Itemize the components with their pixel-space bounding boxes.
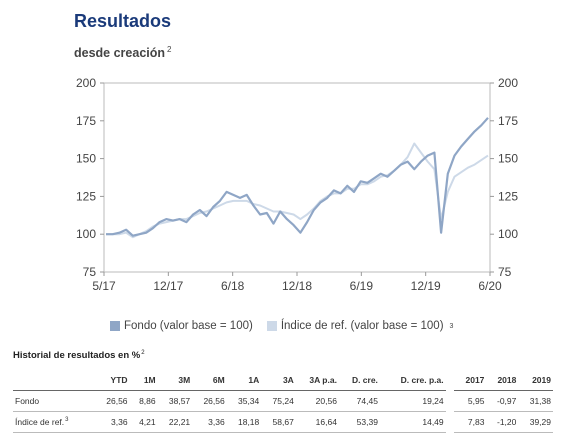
history-header-cell: 3M (178, 375, 191, 385)
y-axis-right: 75 100 125 150 175 200 (490, 76, 518, 279)
x-tick-label: 12/17 (153, 279, 183, 293)
table-cell: 26,56 (192, 390, 227, 412)
table-cell: 31,38 (518, 390, 553, 412)
y-axis-left: 75 100 125 150 175 200 (76, 76, 104, 279)
table-cell: 75,24 (261, 390, 296, 412)
x-tick-label: 6/18 (221, 279, 245, 293)
chart-legend: Fondo (valor base = 100) Índice de ref. … (110, 320, 453, 332)
table-cell: 19,24 (379, 390, 450, 412)
table-cell: 39,29 (518, 411, 553, 433)
table-cell: 7,83 (445, 411, 487, 433)
chart-frame (103, 82, 491, 273)
table-cell: 4,21 (129, 411, 158, 433)
table-row: Índice de ref.3 3,36 4,21 22,21 3,36 18,… (13, 411, 553, 433)
chart-series (106, 117, 489, 239)
x-tick-label: 12/18 (282, 279, 312, 293)
y-tick-label-left: 100 (76, 227, 96, 241)
y-tick-label-left: 175 (76, 114, 96, 128)
series-line-fondo (106, 117, 489, 237)
row-label: Fondo (13, 390, 95, 412)
table-cell: 26,56 (95, 390, 130, 412)
table-cell: 3,36 (192, 411, 227, 433)
legend-label-fondo: Fondo (valor base = 100) (124, 320, 253, 332)
table-cell: 5,95 (445, 390, 487, 412)
x-tick-label: 5/17 (92, 279, 116, 293)
table-cell: 20,56 (295, 390, 339, 412)
history-header-cell: 1M (143, 375, 156, 385)
history-header-cell: 2017 (445, 370, 487, 391)
y-tick-label-left: 125 (76, 189, 96, 203)
y-tick-label-left: 200 (76, 76, 96, 90)
history-header-blank (13, 370, 95, 391)
y-tick-label-left: 75 (83, 265, 97, 279)
history-header-cell: 6M (212, 375, 225, 385)
plot-border (103, 82, 491, 273)
x-tick-label: 6/19 (350, 279, 374, 293)
table-cell: -1,20 (486, 411, 519, 433)
y-tick-label-right: 175 (498, 114, 518, 128)
history-header-cell: YTD (110, 375, 128, 385)
legend-swatch-fondo (110, 321, 120, 331)
history-header-cell: 2019 (532, 375, 551, 385)
chart-subtitle-note: 2 (167, 45, 172, 54)
history-header-cell: 3A (282, 375, 294, 385)
chart-subtitle: desde creación 2 (74, 45, 171, 60)
table-cell: -0,97 (486, 390, 519, 412)
row-label-text: Fondo (15, 396, 40, 406)
y-tick-label-right: 200 (498, 76, 518, 90)
x-tick-label: 12/19 (411, 279, 441, 293)
history-header-cell: D. cre. p.a. (400, 375, 444, 385)
table-cell: 35,34 (226, 390, 262, 412)
row-label-note: 3 (65, 417, 69, 424)
y-tick-label-right: 100 (498, 227, 518, 241)
legend-label-indice: Índice de ref. (valor base = 100) (280, 320, 444, 332)
legend-note-indice: 3 (449, 322, 454, 330)
table-cell: 53,39 (338, 411, 380, 433)
table-cell: 18,18 (226, 411, 262, 433)
history-table: YTD 1M 3M 6M 1A 3A 3A p.a. D. cre. D. cr… (13, 370, 553, 433)
history-header-cell: D. cre. (351, 375, 378, 385)
history-header-row: YTD 1M 3M 6M 1A 3A 3A p.a. D. cre. D. cr… (13, 370, 553, 391)
legend-item-fondo: Fondo (valor base = 100) (110, 320, 253, 332)
history-header-cell: 2018 (497, 375, 517, 385)
page-title: Resultados (74, 11, 172, 31)
table-cell: 58,67 (261, 411, 296, 433)
history-header-cell: 3A p.a. (309, 375, 337, 385)
history-title: Historial de resultados en %2 (13, 350, 145, 361)
history-header-cell: 1A (248, 375, 260, 385)
history-title-text: Historial de resultados en % (13, 350, 141, 362)
y-tick-label-right: 150 (498, 152, 518, 166)
performance-line-chart: 75 100 125 150 175 200 75 100 125 150 175 200 5/17… (76, 76, 518, 293)
history-title-note: 2 (141, 350, 145, 356)
legend-swatch-indice (266, 321, 277, 331)
table-cell: 3,36 (95, 411, 130, 433)
table-cell: 16,64 (295, 411, 339, 433)
table-cell: 8,86 (129, 390, 158, 412)
legend-item-indice: Índice de ref. (valor base = 100) 3 (266, 320, 454, 332)
x-axis: 5/17 12/17 6/18 12/18 6/19 12/19 6/20 (92, 272, 502, 293)
y-tick-label-right: 125 (498, 189, 518, 203)
row-label: Índice de ref.3 (13, 411, 95, 433)
table-cell: 74,45 (338, 390, 380, 412)
table-cell: 38,57 (157, 390, 193, 412)
table-cell: 14,49 (379, 411, 450, 433)
table-cell: 22,21 (157, 411, 193, 433)
y-tick-label-right: 75 (498, 265, 512, 279)
table-row: Fondo 26,56 8,86 38,57 26,56 35,34 75,24… (13, 390, 553, 412)
x-tick-label: 6/20 (478, 279, 502, 293)
row-label-text: Índice de ref. (15, 417, 65, 427)
series-line-indice (106, 142, 489, 239)
chart-subtitle-text: desde creación (74, 46, 166, 61)
y-tick-label-left: 150 (76, 152, 96, 166)
